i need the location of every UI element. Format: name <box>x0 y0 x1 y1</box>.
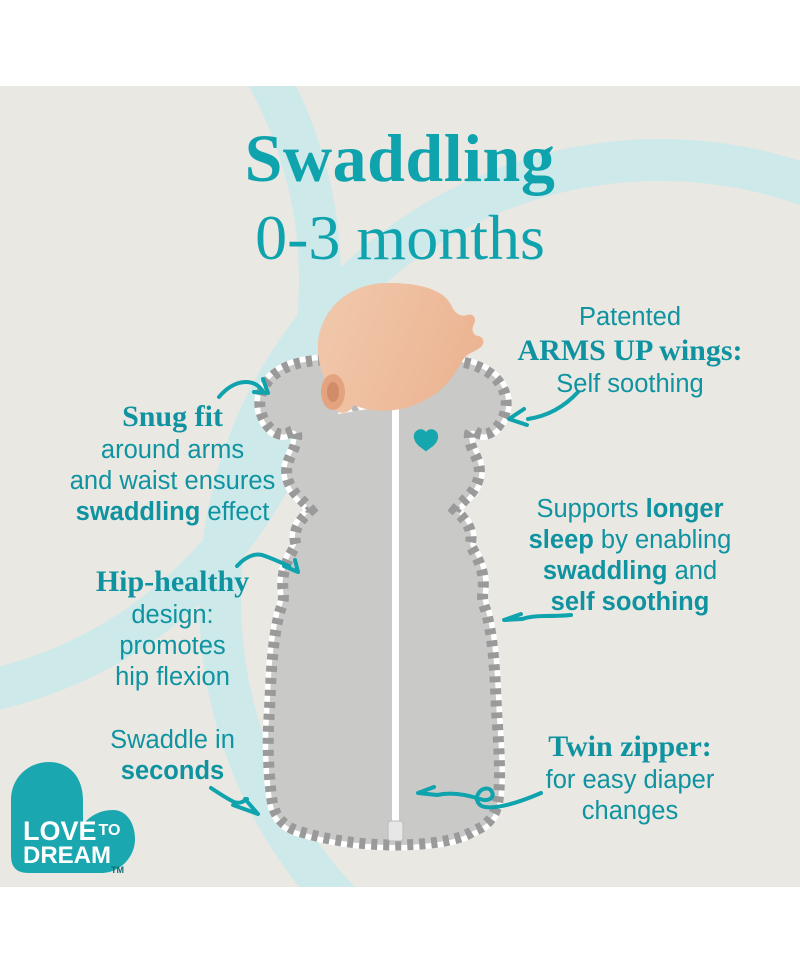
svg-text:DREAM: DREAM <box>23 842 111 869</box>
svg-text:TM: TM <box>111 865 124 875</box>
